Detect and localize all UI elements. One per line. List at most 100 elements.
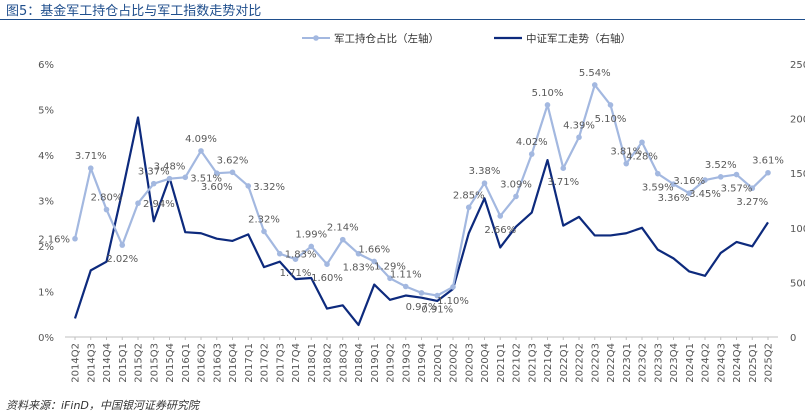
data-label: 5.10% [532,88,564,99]
data-point [528,151,535,157]
data-point [513,193,519,200]
data-point [166,175,173,182]
data-point [276,250,283,257]
data-label: 3.45% [689,189,721,200]
x-axis-tick-label: 2014Q4 [102,343,113,383]
data-label: 1.83% [343,263,375,274]
data-point [418,290,425,296]
data-point [560,165,567,171]
chart: 0% 1% 2% 3% 4% 5% 6% 0 5000 10000 15000 20000 25000 2… [38,32,805,383]
data-label: 2.85% [453,190,485,201]
x-axis-tick-label: 2025Q2 [764,343,775,383]
data-label: 3.62% [217,155,249,166]
data-label: 0.97% [406,302,438,313]
data-label: 3.38% [469,166,501,177]
data-label: 3.27% [736,197,768,208]
data-label: 2.02% [106,254,138,265]
x-axis-tick-label: 2025Q1 [748,343,759,383]
x-axis-tick-label: 2023Q2 [638,343,649,383]
data-point [623,160,630,167]
data-point [717,174,724,180]
data-point [654,170,661,177]
data-label: 1.11% [390,269,422,280]
data-label: 3.32% [253,182,285,193]
data-label: 2.80% [91,193,123,204]
data-label: 3.16% [673,176,705,187]
series-left [72,82,771,299]
data-point [261,228,267,235]
data-label: 4.02% [516,137,548,148]
axes: 0% 1% 2% 3% 4% 5% 6% 0 5000 10000 15000 20000 25000 2… [38,60,805,383]
title-rule [0,19,805,20]
data-label: 2.16% [38,235,70,246]
data-label: 3.36% [658,193,690,204]
data-label: 1.10% [437,296,469,307]
data-label: 2.32% [248,214,280,225]
x-axis-tick-label: 2020Q4 [480,343,491,383]
data-point [639,139,645,146]
data-label: 3.48% [154,162,186,173]
data-point [308,243,315,250]
x-axis-tick-label: 2015Q1 [118,343,129,383]
data-label: 2.94% [143,199,175,210]
data-point [670,181,677,187]
data-point [182,174,189,181]
legend: 军工持仓占比（左轴） 中证军工走势（右轴） [302,32,631,45]
data-point [450,284,456,290]
data-point [465,204,472,211]
x-axis-tick-label: 2024Q4 [732,343,743,383]
x-axis-tick-label: 2024Q1 [685,343,696,383]
x-axis-tick-label: 2023Q1 [622,343,633,383]
data-point [544,102,551,108]
data-point [198,148,204,154]
x-axis-tick-label: 2017Q2 [260,343,271,383]
x-axis-tick-label: 2016Q4 [228,343,239,383]
data-point [87,165,94,171]
left-axis-tick-label: 4% [38,151,54,162]
x-axis-tick-label: 2019Q2 [386,343,397,383]
data-point [229,169,236,176]
right-axis-tick-label: 10000 [790,224,805,235]
data-label: 3.71% [75,151,107,162]
x-axis-tick-label: 2021Q3 [527,343,538,383]
series-right [73,116,769,327]
data-point [434,292,441,299]
data-point [591,82,598,88]
data-label: 4.28% [626,151,658,162]
x-axis-tick-label: 2024Q2 [701,343,712,383]
data-point [72,235,78,242]
legend-label-left: 军工持仓占比（左轴） [334,32,439,45]
x-axis-tick-label: 2016Q3 [212,343,223,383]
series-line-military-index [73,116,769,327]
x-axis-tick-label: 2019Q3 [401,343,412,383]
data-label: 1.83% [285,250,317,261]
data-point [607,102,614,108]
x-axis-tick-label: 2019Q1 [370,343,381,383]
data-label: 5.10% [595,114,627,125]
data-point [324,261,330,268]
data-label: 3.81% [610,147,642,158]
x-axis-tick-label: 2017Q4 [291,343,302,383]
data-point [371,258,378,265]
x-axis-tick-label: 2016Q1 [181,343,192,383]
data-point [245,183,252,189]
legend-label-right: 中证军工走势（右轴） [526,32,631,45]
x-axis-tick-label: 2014Q3 [86,343,97,383]
x-axis-tick-label: 2014Q2 [71,343,82,383]
x-axis-tick-label: 2022Q3 [590,343,601,383]
data-label: 2.66% [484,225,516,236]
right-axis-tick-label: 0 [790,333,796,344]
data-point [402,283,409,290]
right-axis-tick-label: 20000 [790,115,805,126]
data-label: 1.29% [374,261,406,272]
x-axis-tick-label: 2024Q3 [716,343,727,383]
data-point [355,250,362,257]
data-point [213,170,220,176]
x-axis-tick-label: 2022Q2 [575,343,586,383]
data-label: 3.71% [547,177,579,188]
left-axis-tick-label: 5% [38,106,54,117]
data-label: 3.61% [752,156,784,167]
legend-marker-left [313,35,319,41]
left-axis-tick-label: 6% [38,60,54,71]
x-axis-tick-label: 2018Q1 [307,343,318,383]
